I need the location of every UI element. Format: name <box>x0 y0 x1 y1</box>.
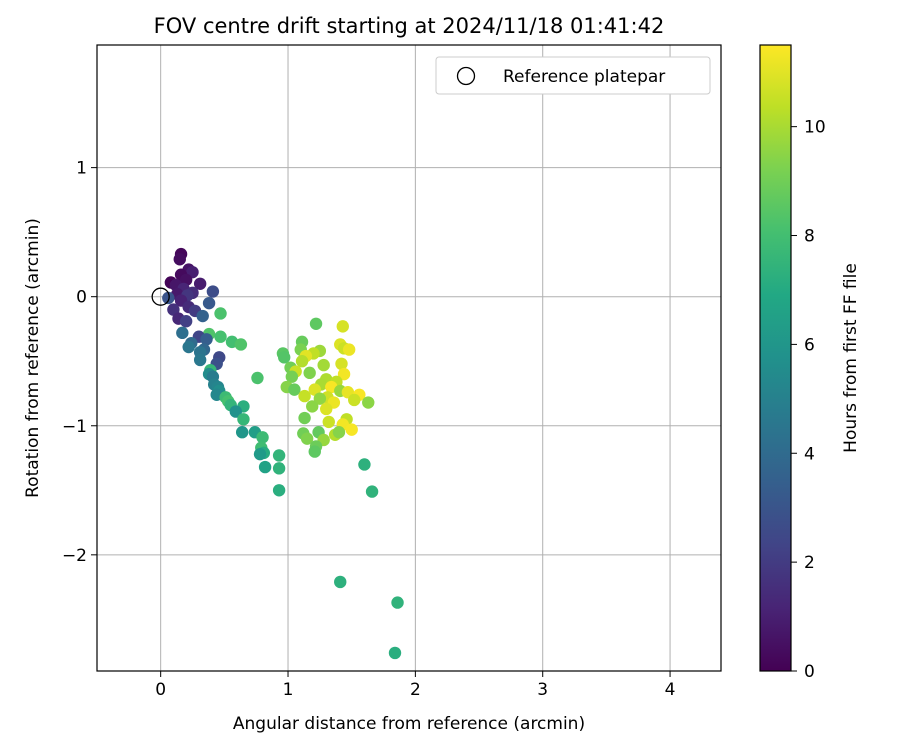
data-point <box>200 333 213 346</box>
data-point <box>214 307 227 320</box>
data-point <box>308 445 321 458</box>
data-point <box>298 389 311 403</box>
data-point <box>342 343 356 356</box>
data-point <box>193 353 207 367</box>
data-point <box>317 358 330 372</box>
data-point <box>235 426 249 439</box>
x-tick-label: 2 <box>410 680 421 700</box>
colorbar-tick-label: 6 <box>804 335 815 355</box>
data-point <box>362 396 375 409</box>
colorbar-label: Hours from first FF file <box>841 263 861 453</box>
data-point <box>308 383 321 396</box>
data-point <box>162 291 175 305</box>
colorbar-tick-label: 8 <box>804 227 815 247</box>
plot-frame <box>96 44 722 672</box>
grid-lines <box>97 45 721 671</box>
x-tick-label: 1 <box>283 680 294 700</box>
colorbar-tick-label: 4 <box>804 444 815 464</box>
data-point <box>358 458 371 471</box>
data-point <box>193 277 207 290</box>
data-point <box>182 340 195 354</box>
x-tick-label: 4 <box>665 680 676 700</box>
data-point <box>256 431 269 444</box>
data-point <box>388 646 402 660</box>
data-point <box>278 351 291 364</box>
reference-platepar-marker <box>151 287 170 306</box>
data-point <box>272 449 286 462</box>
data-point <box>214 330 227 343</box>
data-point <box>173 253 186 266</box>
data-point <box>337 367 351 381</box>
data-point <box>309 317 323 330</box>
data-point <box>285 370 299 383</box>
data-point <box>288 383 301 396</box>
y-axis-label: Rotation from reference (arcmin) <box>23 218 43 498</box>
data-point <box>320 402 333 416</box>
data-point <box>300 432 314 445</box>
data-point <box>298 411 311 425</box>
y-tick-label: 1 <box>76 159 87 179</box>
data-point <box>234 338 248 351</box>
x-tick-label: 3 <box>537 680 548 700</box>
data-point <box>391 596 404 609</box>
y-tick-label: −2 <box>62 546 87 566</box>
data-point <box>345 423 358 436</box>
data-point <box>306 400 319 413</box>
data-point <box>229 405 243 418</box>
data-point <box>335 357 348 371</box>
data-point <box>176 326 189 340</box>
data-point <box>295 355 309 368</box>
colorbar: 0 2 4 6 8 10 Hours from first FF file <box>759 44 861 682</box>
y-tick-label: 0 <box>76 288 87 308</box>
y-tick-label: −1 <box>62 417 87 437</box>
data-point <box>179 315 193 328</box>
y-axis: 1 0 −1 −2 <box>62 159 97 566</box>
data-point <box>237 413 250 426</box>
x-tick-label: 0 <box>155 680 166 700</box>
data-point <box>332 426 346 439</box>
legend-marker-icon <box>456 66 476 86</box>
data-point <box>313 392 327 405</box>
data-point <box>303 366 316 380</box>
chart-title: FOV centre drift starting at 2024/11/18 … <box>154 14 665 38</box>
data-point <box>272 484 286 497</box>
legend-entry-reference-platepar: Reference platepar <box>503 67 665 87</box>
data-point <box>251 371 264 385</box>
data-point <box>322 415 335 429</box>
data-point <box>206 285 220 298</box>
data-point <box>167 303 180 316</box>
data-point <box>336 320 349 333</box>
data-point <box>348 393 361 407</box>
data-point <box>202 296 216 310</box>
x-axis-label: Angular distance from reference (arcmin) <box>233 714 585 734</box>
data-point <box>196 309 209 323</box>
colorbar-tick-label: 2 <box>804 553 815 573</box>
colorbar-tick-label: 10 <box>804 118 826 138</box>
data-point <box>334 575 347 589</box>
legend-box <box>435 56 711 95</box>
legend: Reference platepar <box>435 56 711 95</box>
x-axis: 0 1 2 3 4 <box>155 671 675 700</box>
data-point <box>253 447 267 461</box>
data-points <box>162 247 404 660</box>
colorbar-tick-label: 0 <box>804 662 815 682</box>
data-point <box>272 462 286 475</box>
data-point <box>258 460 272 474</box>
data-point <box>365 485 379 498</box>
colorbar-gradient <box>759 44 792 672</box>
